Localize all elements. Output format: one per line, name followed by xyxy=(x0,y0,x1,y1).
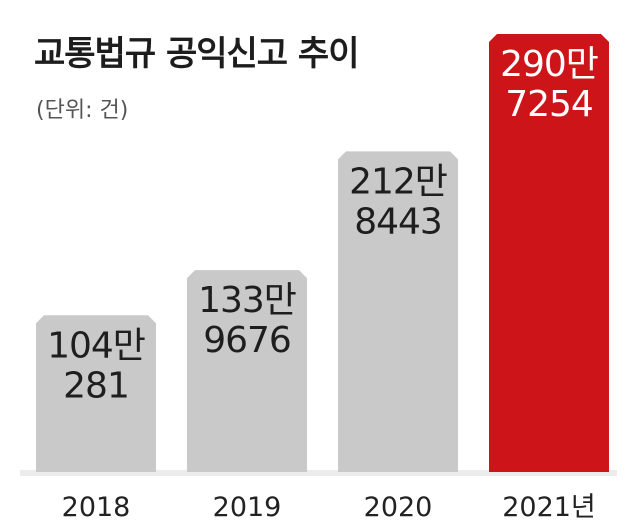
chart-title: 교통법규 공익신고 추이 xyxy=(34,34,359,74)
value-label-2021년-line1: 290만 xyxy=(500,44,598,85)
bar-2018 xyxy=(36,315,156,472)
value-label-2020-line2: 8443 xyxy=(354,201,442,242)
value-label-2018-line1: 104만 xyxy=(47,325,145,366)
bar-2020 xyxy=(338,151,458,473)
bar-2021년 xyxy=(489,34,609,472)
x-tick-2020: 2020 xyxy=(364,492,433,523)
value-label-2021년-line2: 7254 xyxy=(505,84,593,125)
x-tick-2018: 2018 xyxy=(62,492,131,523)
x-tick-2019: 2019 xyxy=(213,492,282,523)
unit-note: (단위: 건) xyxy=(36,98,129,123)
value-label-2020-line1: 212만 xyxy=(349,161,447,202)
baseline xyxy=(20,470,617,476)
value-label-2019-line2: 9676 xyxy=(203,320,291,361)
value-label-2019-line1: 133만 xyxy=(198,280,296,321)
value-label-2018-line2: 281 xyxy=(63,365,129,406)
bar-2019 xyxy=(187,270,307,472)
x-tick-2021년: 2021년 xyxy=(502,492,596,523)
